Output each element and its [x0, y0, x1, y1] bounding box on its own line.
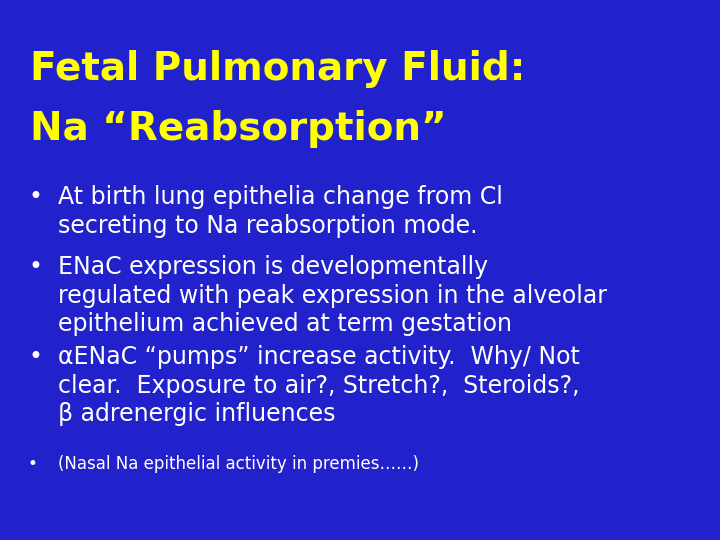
Text: •: • [28, 345, 42, 369]
Text: (Nasal Na epithelial activity in premies……): (Nasal Na epithelial activity in premies… [58, 455, 419, 473]
Text: αENaC “pumps” increase activity.  Why/ Not
clear.  Exposure to air?, Stretch?,  : αENaC “pumps” increase activity. Why/ No… [58, 345, 580, 427]
Text: •: • [28, 455, 38, 473]
Text: Fetal Pulmonary Fluid:: Fetal Pulmonary Fluid: [30, 50, 526, 88]
Text: At birth lung epithelia change from Cl
secreting to Na reabsorption mode.: At birth lung epithelia change from Cl s… [58, 185, 503, 238]
Text: •: • [28, 185, 42, 209]
Text: Na “Reabsorption”: Na “Reabsorption” [30, 110, 446, 148]
Text: ENaC expression is developmentally
regulated with peak expression in the alveola: ENaC expression is developmentally regul… [58, 255, 607, 336]
Text: •: • [28, 255, 42, 279]
